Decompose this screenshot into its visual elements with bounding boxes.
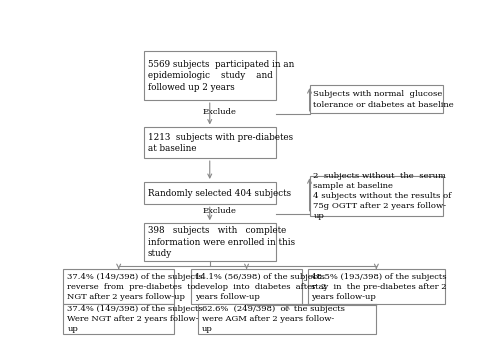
FancyBboxPatch shape	[144, 223, 276, 261]
FancyBboxPatch shape	[192, 269, 302, 304]
FancyBboxPatch shape	[144, 51, 276, 100]
FancyBboxPatch shape	[144, 127, 276, 158]
FancyBboxPatch shape	[308, 269, 445, 304]
Text: 398   subjects   with   complete
information were enrolled in this
study: 398 subjects with complete information w…	[148, 226, 295, 258]
Text: Exclude: Exclude	[202, 208, 236, 216]
FancyBboxPatch shape	[310, 86, 443, 113]
Text: 5569 subjects  participated in an
epidemiologic    study    and
followed up 2 ye: 5569 subjects participated in an epidemi…	[148, 60, 294, 91]
FancyBboxPatch shape	[310, 176, 443, 216]
Text: 62.6%  (249/398)  of  the subjects
were AGM after 2 years follow-
up: 62.6% (249/398) of the subjects were AGM…	[202, 305, 345, 333]
FancyBboxPatch shape	[198, 304, 376, 334]
Text: 2  subjects without  the  serum
sample at baseline
4 subjects without the result: 2 subjects without the serum sample at b…	[314, 172, 452, 220]
Text: 14.1% (56/398) of the subjects
develop  into  diabetes  after  2
years follow-up: 14.1% (56/398) of the subjects develop i…	[195, 273, 326, 301]
Text: Exclude: Exclude	[202, 107, 236, 115]
Text: 48.5% (193/398) of the subjects
stay  in  the pre-diabetes after 2
years follow-: 48.5% (193/398) of the subjects stay in …	[312, 273, 447, 301]
Text: Subjects with normal  glucose
tolerance or diabetes at baseline: Subjects with normal glucose tolerance o…	[314, 90, 454, 109]
Text: 37.4% (149/398) of the subjects
reverse  from  pre-diabetes  to
NGT after 2 year: 37.4% (149/398) of the subjects reverse …	[68, 273, 203, 301]
FancyBboxPatch shape	[64, 269, 174, 304]
Text: 1213  subjects with pre-diabetes
at baseline: 1213 subjects with pre-diabetes at basel…	[148, 132, 293, 153]
FancyBboxPatch shape	[64, 304, 174, 334]
FancyBboxPatch shape	[144, 182, 276, 204]
Text: Randomly selected 404 subjects: Randomly selected 404 subjects	[148, 189, 291, 197]
Text: 37.4% (149/398) of the subjects
Were NGT after 2 years follow-
up: 37.4% (149/398) of the subjects Were NGT…	[68, 305, 203, 333]
